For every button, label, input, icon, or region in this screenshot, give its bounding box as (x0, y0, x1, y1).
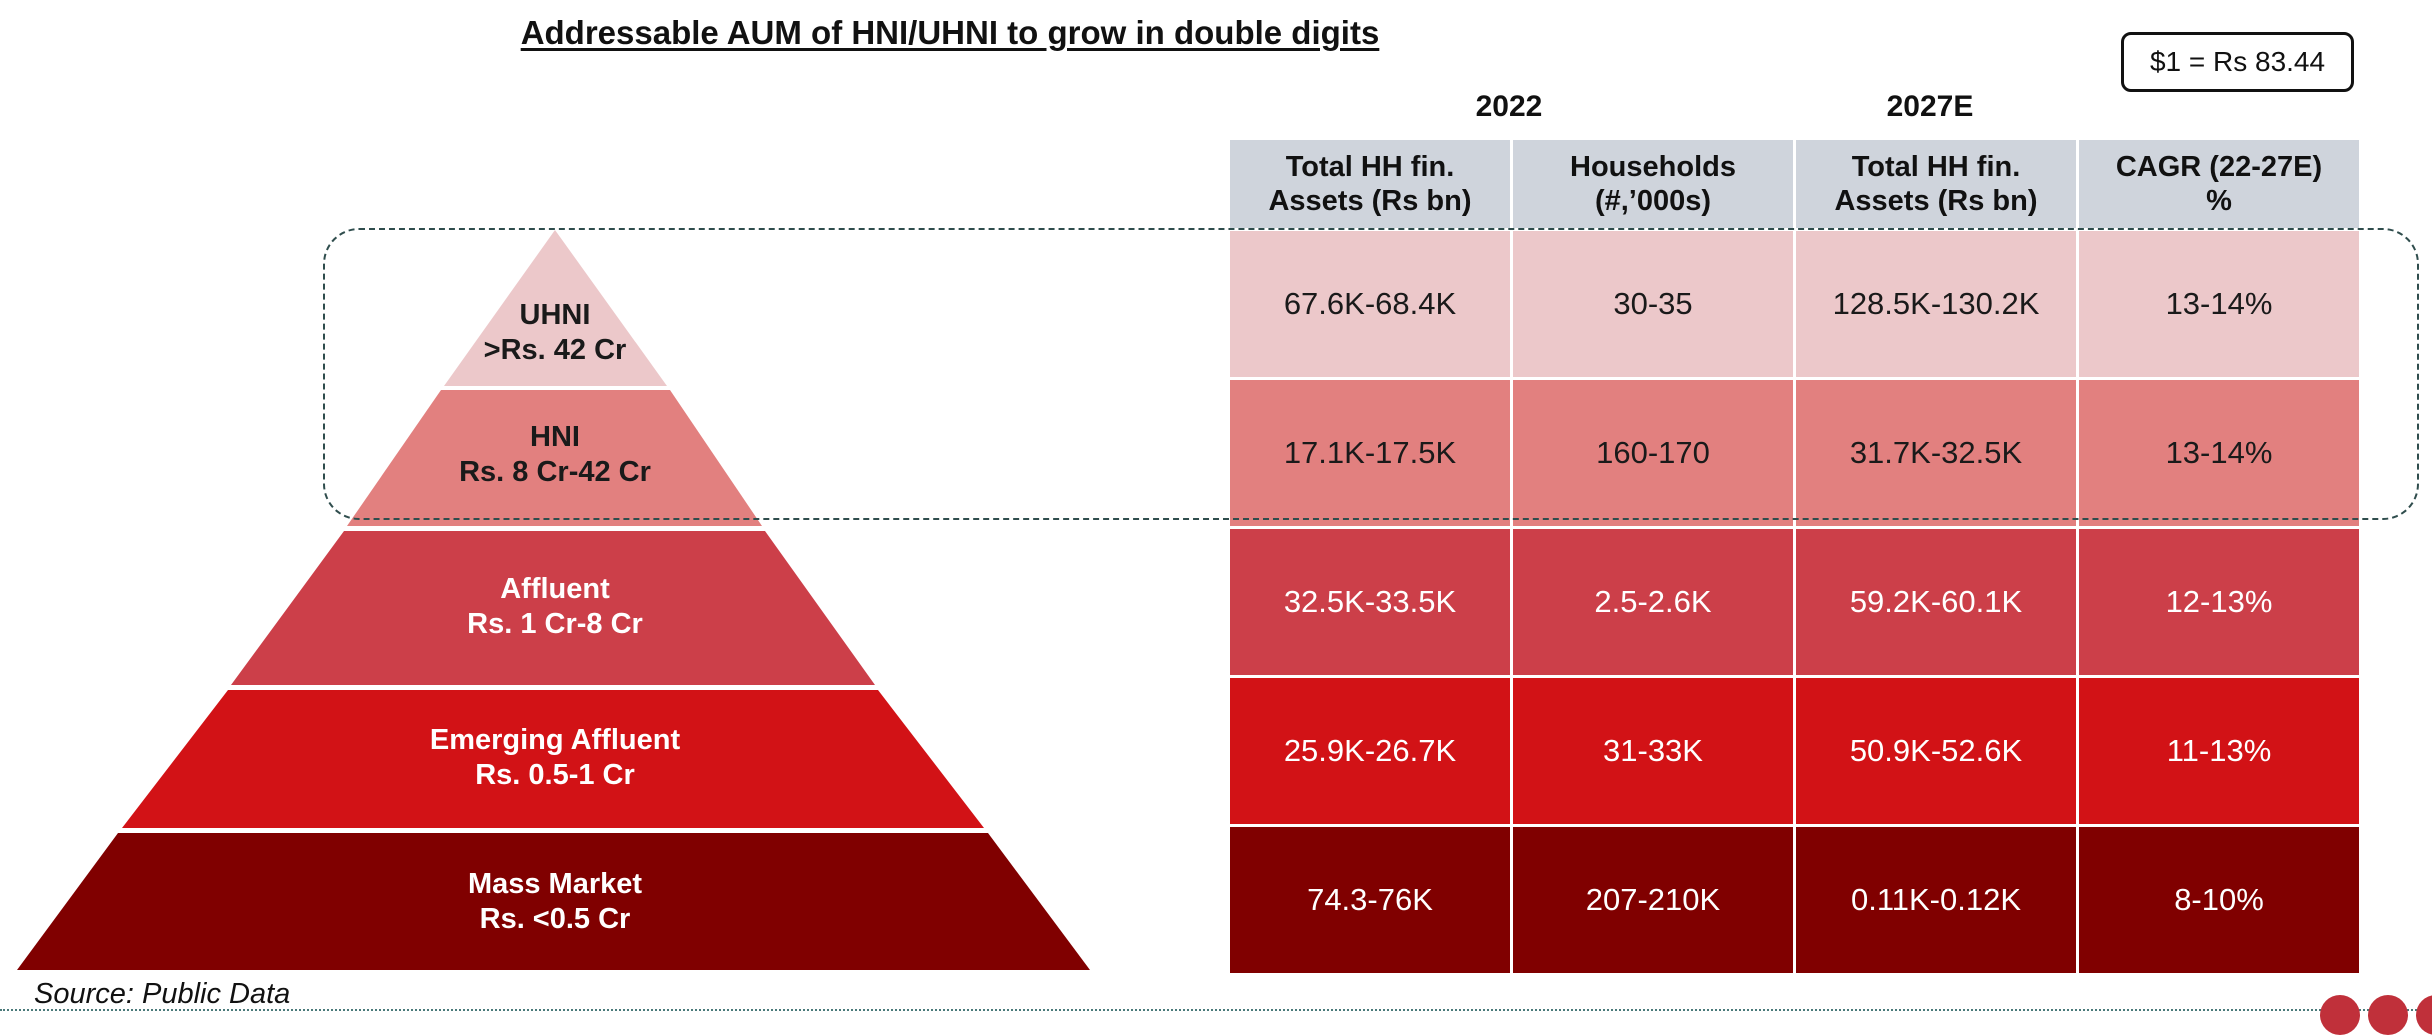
table-cell: 50.9K-52.6K (1796, 678, 2076, 824)
table-cell: 25.9K-26.7K (1230, 678, 1510, 824)
table-cell: 17.1K-17.5K (1230, 380, 1510, 526)
pyramid-tier-affluent (231, 531, 875, 685)
header-line: Assets (Rs bn) (1268, 185, 1472, 217)
decorative-dot (2416, 995, 2432, 1035)
table-cell: 59.2K-60.1K (1796, 529, 2076, 675)
segment-name: Emerging Affluent (429, 724, 681, 756)
exchange-rate-note: $1 = Rs 83.44 (2121, 32, 2354, 92)
segment-range: Rs. <0.5 Cr (479, 903, 631, 935)
table-cell: 30-35 (1513, 231, 1793, 377)
segment-range: Rs. 1 Cr-8 Cr (467, 608, 643, 640)
table-cell: 13-14% (2079, 231, 2359, 377)
table-cell: 13-14% (2079, 380, 2359, 526)
table-cell: 12-13% (2079, 529, 2359, 675)
pyramid-label-emerging-affluent: Emerging Affluent Rs. 0.5-1 Cr (380, 723, 730, 793)
source-note: Source: Public Data (34, 978, 291, 1010)
table-cell: 32.5K-33.5K (1230, 529, 1510, 675)
table-cell: 207-210K (1513, 827, 1793, 973)
table-cell: 160-170 (1513, 380, 1793, 526)
segment-range: Rs. 0.5-1 Cr (475, 759, 635, 791)
column-header-assets-2027e: Total HH fin. Assets (Rs bn) (1796, 140, 2076, 228)
decorative-dot (2320, 995, 2360, 1035)
table-cell: 0.11K-0.12K (1796, 827, 2076, 973)
table-cell: 31-33K (1513, 678, 1793, 824)
table-cell: 74.3-76K (1230, 827, 1510, 973)
segment-name: UHNI (519, 299, 591, 331)
table-cell: 2.5-2.6K (1513, 529, 1793, 675)
wealth-pyramid (17, 230, 1090, 970)
year-label-2027e: 2027E (1886, 90, 1974, 123)
segment-range: Rs. 8 Cr-42 Cr (459, 456, 651, 488)
pyramid-tier-hni (347, 390, 762, 526)
column-header-cagr: CAGR (22-27E) % (2079, 140, 2359, 228)
pyramid-tier-uhni (444, 230, 667, 386)
header-line: CAGR (22-27E) (2115, 151, 2323, 183)
pyramid-label-uhni: UHNI >Rs. 42 Cr (455, 298, 655, 368)
header-line: (#,’000s) (1594, 185, 1712, 217)
table-cell: 128.5K-130.2K (1796, 231, 2076, 377)
header-line: % (2206, 185, 2232, 217)
table-cell: 31.7K-32.5K (1796, 380, 2076, 526)
pyramid-label-hni: HNI Rs. 8 Cr-42 Cr (405, 420, 705, 490)
segment-range: >Rs. 42 Cr (483, 334, 627, 366)
header-line: Total HH fin. (1851, 151, 2021, 183)
data-table: Total HH fin. Assets (Rs bn) Households … (1230, 140, 2359, 976)
column-header-assets-2022: Total HH fin. Assets (Rs bn) (1230, 140, 1510, 228)
header-line: Assets (Rs bn) (1834, 185, 2038, 217)
page-title: Addressable AUM of HNI/UHNI to grow in d… (520, 14, 1380, 51)
pyramid-label-affluent: Affluent Rs. 1 Cr-8 Cr (405, 572, 705, 642)
decorative-dot (2368, 995, 2408, 1035)
pyramid-tier-mass-market (17, 833, 1090, 970)
header-line: Households (1570, 151, 1736, 183)
pyramid-label-mass-market: Mass Market Rs. <0.5 Cr (405, 867, 705, 937)
segment-name: Affluent (500, 573, 610, 605)
table-cell: 67.6K-68.4K (1230, 231, 1510, 377)
header-line: Total HH fin. (1285, 151, 1455, 183)
table-cell: 8-10% (2079, 827, 2359, 973)
footer-divider (0, 1009, 2432, 1011)
column-header-households: Households (#,’000s) (1513, 140, 1793, 228)
year-label-2022: 2022 (1475, 90, 1543, 123)
segment-name: Mass Market (467, 868, 643, 900)
pyramid-tier-emerging-affluent (122, 690, 984, 828)
segment-name: HNI (530, 421, 580, 453)
table-cell: 11-13% (2079, 678, 2359, 824)
